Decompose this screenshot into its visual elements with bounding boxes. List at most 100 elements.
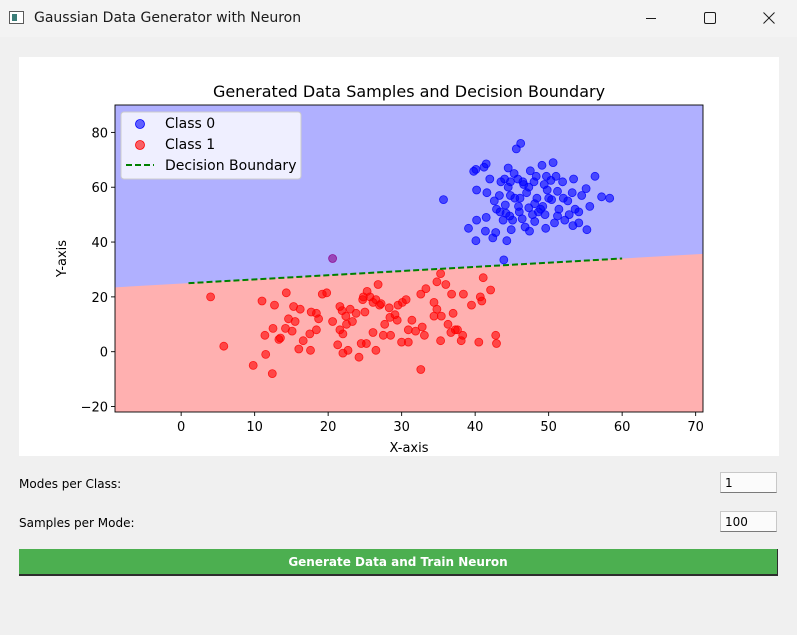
- class-1-point: [411, 326, 421, 336]
- class-1-point: [314, 314, 324, 324]
- generate-button[interactable]: Generate Data and Train Neuron: [19, 549, 778, 576]
- class-0-point: [480, 226, 490, 236]
- class-0-point: [499, 255, 509, 265]
- class-0-point: [519, 180, 529, 189]
- y-tick-label: 80: [91, 126, 108, 141]
- class-1-point: [386, 330, 396, 340]
- class-1-point: [257, 296, 267, 306]
- plot-figure: 0 10 20 30 40 50 60 70 −20 0 20 40 60 80 Generated Dat…: [19, 57, 779, 456]
- class-0-point: [502, 236, 512, 246]
- class-0-point: [544, 193, 554, 203]
- class-0-point: [590, 171, 600, 181]
- class-0-point: [536, 204, 545, 214]
- class-1-point: [305, 329, 315, 339]
- class-0-point: [551, 171, 561, 181]
- class-0-point: [530, 199, 540, 209]
- legend-box: [120, 111, 302, 180]
- class-1-point: [354, 352, 364, 362]
- class-1-point: [403, 337, 413, 347]
- class-0-point: [479, 162, 489, 172]
- class-1-point: [421, 284, 431, 294]
- class-1-point: [458, 289, 468, 299]
- class-1-point: [403, 325, 413, 335]
- class-1-point: [248, 360, 258, 370]
- legend-label: Class 1: [165, 137, 215, 153]
- class-1-point: [378, 330, 388, 340]
- class-1-point: [294, 344, 304, 354]
- class-1-point: [281, 288, 291, 298]
- class-1-point: [298, 336, 308, 346]
- class-1-point: [477, 296, 487, 306]
- class-0-point: [496, 177, 506, 187]
- y-tick-label: 20: [91, 291, 108, 306]
- class-1-point: [371, 345, 381, 355]
- class-0-point: [489, 196, 499, 206]
- legend-class-1-marker: [135, 140, 145, 150]
- class-1-point: [206, 292, 216, 302]
- class-0-point: [558, 177, 567, 187]
- class-1-point: [358, 292, 368, 302]
- class-0-point: [548, 158, 558, 167]
- class-0-point: [577, 191, 587, 200]
- maximize-button[interactable]: [687, 0, 733, 36]
- class-1-point: [384, 303, 394, 313]
- modes-label: Modes per Class:: [19, 477, 122, 491]
- class-1-point: [474, 337, 484, 347]
- class-0-point: [558, 193, 568, 203]
- class-0-point: [525, 226, 534, 236]
- class-0-point: [501, 208, 511, 218]
- legend-label: Class 0: [165, 116, 215, 132]
- class-1-point: [347, 317, 357, 326]
- class-1-point: [478, 273, 488, 283]
- close-button[interactable]: [746, 0, 792, 36]
- class-0-point: [503, 163, 513, 173]
- class-0-point: [530, 217, 540, 226]
- class-1-point: [467, 300, 476, 310]
- samples-per-mode-input[interactable]: [720, 511, 777, 532]
- class-0-point: [568, 221, 578, 231]
- maximize-icon: [704, 12, 716, 24]
- minimize-button[interactable]: [628, 0, 674, 36]
- class-1-point: [351, 308, 361, 318]
- close-icon: [763, 12, 775, 24]
- class-1-point: [392, 315, 402, 325]
- overlap-point: [328, 254, 338, 263]
- class-0-point: [542, 171, 551, 181]
- y-tick-label: 40: [91, 236, 108, 251]
- class-1-point: [492, 339, 501, 348]
- class-0-point: [485, 174, 495, 184]
- class-1-point: [281, 323, 290, 333]
- class-1-point: [219, 341, 229, 351]
- class-0-point: [529, 177, 539, 187]
- class-0-point: [513, 174, 523, 184]
- x-tick-label: 10: [246, 420, 263, 435]
- x-tick-label: 70: [687, 420, 704, 435]
- class-0-point: [472, 185, 482, 195]
- class-1-point: [401, 295, 411, 305]
- class-1-point: [295, 304, 305, 314]
- class-1-point: [267, 369, 277, 379]
- class-0-point: [464, 223, 473, 233]
- class-1-point: [368, 328, 378, 337]
- modes-per-class-input[interactable]: [720, 472, 777, 493]
- app-icon: [9, 11, 24, 24]
- class-1-point: [441, 280, 451, 289]
- class-1-point: [416, 365, 426, 374]
- class-0-point: [581, 184, 591, 194]
- scatter-chart: 0 10 20 30 40 50 60 70 −20 0 20 40 60 80 Generated Dat…: [55, 82, 704, 456]
- class-0-point: [567, 188, 577, 198]
- class-0-point: [525, 166, 535, 176]
- class-1-point: [341, 311, 351, 321]
- class-0-point: [488, 233, 498, 243]
- class-1-point: [436, 336, 446, 346]
- class-1-point: [385, 312, 395, 322]
- class-1-point: [432, 277, 442, 287]
- class-1-point: [486, 285, 496, 295]
- legend: Class 0 Class 1 Decision Boundary: [120, 111, 302, 180]
- class-1-point: [311, 325, 321, 335]
- class-1-point: [436, 311, 446, 321]
- class-0-point: [510, 193, 520, 203]
- samples-label: Samples per Mode:: [19, 516, 135, 530]
- class-0-point: [537, 160, 547, 170]
- class-0-point: [550, 218, 559, 228]
